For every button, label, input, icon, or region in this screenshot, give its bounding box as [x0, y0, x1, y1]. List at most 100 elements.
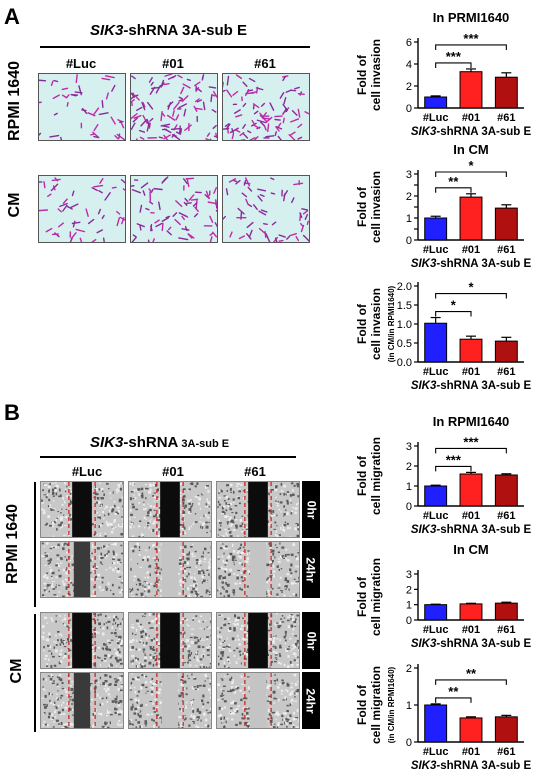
bar-luc: [424, 217, 448, 241]
x-tick-label: #61: [497, 112, 515, 124]
significance-bracket: [435, 171, 507, 177]
time-label-rpmi-24hr: 24hr: [302, 541, 320, 598]
wound-image-rpmi-0hr-01: [128, 481, 212, 538]
x-tick-label: #Luc: [423, 244, 449, 256]
bar-61: [494, 602, 518, 621]
y-tick-label: 2: [406, 461, 412, 473]
panel-b-header: SIK3-shRNA 3A-sub E: [90, 434, 229, 451]
wound-image-rpmi-24hr-luc: [40, 541, 124, 598]
bar-luc: [424, 704, 448, 743]
y-tick-label: 1: [406, 481, 412, 493]
y-tick-label: 0.0: [397, 357, 412, 369]
wound-image-cm-24hr-luc: [40, 672, 124, 729]
significance-bracket: [435, 697, 472, 703]
y-tick-label: 0.5: [397, 338, 412, 350]
y-tick-label: 3: [406, 569, 412, 581]
chart-invasion-cm: In CM Fold of cell invasion 0 1 2 3 #Luc #01 #61 S…: [355, 142, 532, 270]
bar-61: [494, 340, 518, 363]
x-tick-label: #Luc: [423, 366, 449, 378]
significance-bracket: [435, 310, 472, 317]
x-tick-label: #01: [462, 746, 480, 758]
wound-image-rpmi-24hr-61: [216, 541, 300, 598]
x-tick-label: #01: [462, 624, 480, 636]
bar-luc: [424, 96, 448, 109]
panel-b-row-bracket-cm: [34, 614, 36, 732]
invasion-image-cm-61: [222, 175, 310, 243]
y-axis-label: cell invasion: [369, 39, 383, 111]
wound-image-cm-24hr-61: [216, 672, 300, 729]
y-axis-label: cell migration: [369, 558, 383, 636]
panel-b-row-cm: CM: [8, 658, 25, 684]
panel-b-row-bracket-rpmi: [34, 482, 36, 607]
panel-a-header: SIK3-shRNA 3A-sub E: [90, 22, 247, 39]
chart-title: In CM: [453, 142, 488, 157]
y-tick-label: 2: [406, 663, 412, 675]
x-axis-label: SIK3-shRNA 3A-sub E: [411, 638, 532, 650]
panel-a-header-rest: -shRNA 3A-sub E: [123, 22, 247, 39]
significance-bracket: [435, 292, 507, 299]
y-axis-label: cell migration: [369, 666, 383, 744]
y-tick-label: 3: [406, 169, 412, 181]
significance-label: ***: [463, 31, 479, 46]
wound-image-rpmi-0hr-61: [216, 481, 300, 538]
y-tick-label: 2: [406, 191, 412, 203]
wound-image-cm-0hr-61: [216, 612, 300, 669]
significance-label: *: [451, 298, 457, 313]
panel-a-col-01: #01: [162, 56, 184, 71]
y-tick-label: 0: [406, 501, 412, 513]
wound-image-cm-0hr-luc: [40, 612, 124, 669]
y-tick-label: 1: [406, 700, 412, 712]
y-axis-label: (in CM/in RPMI1640): [387, 666, 396, 743]
y-tick-label: 6: [406, 37, 412, 49]
panel-b-header-sub: 3A-sub E: [178, 438, 230, 450]
significance-label: ***: [446, 452, 462, 467]
y-axis-label: cell invasion: [369, 171, 383, 243]
x-tick-label: #01: [462, 366, 480, 378]
invasion-image-cm-luc: [38, 175, 126, 243]
panel-b-header-gene: SIK3: [90, 434, 124, 451]
chart-migration-ratio: Fold of cell migration (in CM/in RPMI1640)…: [355, 663, 532, 772]
significance-label: ***: [446, 49, 462, 64]
x-tick-label: #61: [497, 366, 515, 378]
bar-01: [459, 196, 483, 241]
x-tick-label: #01: [462, 510, 480, 522]
bar-luc: [424, 322, 448, 363]
x-tick-label: #Luc: [423, 624, 449, 636]
chart-title: In PRMI1640: [433, 10, 510, 25]
significance-bracket: [435, 44, 507, 50]
panel-a-header-rule: [40, 46, 310, 48]
significance-bracket: [435, 62, 472, 68]
chart-title: In RPMI1640: [433, 414, 510, 429]
invasion-image-rpmi-luc: [38, 73, 126, 141]
panel-a-col-luc: #Luc: [65, 56, 97, 71]
significance-label: **: [448, 684, 459, 699]
time-label-cm-24hr: 24hr: [302, 672, 320, 729]
significance-label: *: [468, 158, 474, 173]
significance-label: ***: [463, 434, 479, 449]
time-label-rpmi-0hr: 0hr: [302, 481, 320, 538]
x-tick-label: #61: [497, 746, 515, 758]
invasion-image-rpmi-61: [222, 73, 310, 141]
bar-01: [459, 603, 483, 621]
x-axis-label: SIK3-shRNA 3A-sub E: [411, 380, 532, 392]
x-tick-label: #61: [497, 244, 515, 256]
x-tick-label: #61: [497, 510, 515, 522]
wound-image-rpmi-0hr-luc: [40, 481, 124, 538]
y-tick-label: 1: [406, 600, 412, 612]
y-axis-label: cell migration: [369, 437, 383, 515]
bar-61: [494, 716, 518, 743]
y-axis-label: (in CM/in RPMI1640): [387, 285, 396, 362]
bar-01: [459, 717, 483, 743]
panel-a-header-gene: SIK3: [90, 22, 124, 39]
y-axis-label: cell invasion: [369, 288, 383, 360]
bar-61: [494, 76, 518, 109]
y-axis-label: Fold of: [355, 54, 369, 95]
x-tick-label: #01: [462, 112, 480, 124]
panel-b-row-rpmi: RPMI 1640: [4, 503, 21, 585]
bar-01: [459, 71, 483, 109]
panel-b-col-61: #61: [244, 464, 266, 479]
chart-migration-cm: In CM Fold of cell migration 0 1 2 3 #Luc #01 #61…: [355, 542, 532, 650]
wound-image-cm-0hr-01: [128, 612, 212, 669]
y-axis-label: Fold of: [355, 576, 369, 617]
x-tick-label: #Luc: [423, 112, 449, 124]
